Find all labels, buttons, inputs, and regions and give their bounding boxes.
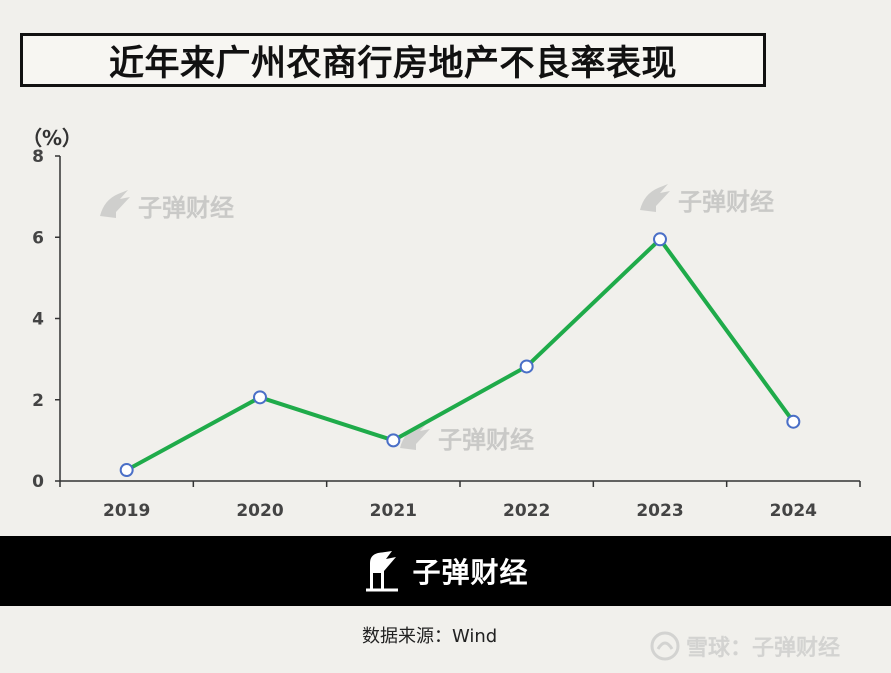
x-tick-label: 2023: [636, 501, 683, 521]
x-tick-label: 2022: [503, 501, 550, 521]
footer-brand-name: 子弹财经: [412, 556, 529, 589]
watermark-text: 子弹财经: [438, 426, 534, 454]
data-point: [519, 359, 534, 374]
watermark-text: 子弹财经: [678, 188, 774, 216]
bullet-logo-icon: [366, 551, 399, 592]
xueqiu-watermark-text: 雪球：子弹财经: [686, 636, 841, 661]
data-source-note: 数据来源：Wind: [362, 626, 498, 647]
y-tick-label: 4: [32, 310, 44, 330]
y-tick-label: 6: [32, 228, 44, 248]
watermark-logo-icon: [640, 184, 670, 212]
data-point: [653, 232, 667, 247]
chart-title: 近年来广州农商行房地产不良率表现: [108, 43, 677, 84]
data-point: [119, 463, 134, 478]
x-tick-label: 2021: [370, 501, 417, 521]
y-tick-label: 0: [32, 472, 44, 492]
y-tick-label: 8: [32, 147, 44, 167]
y-tick-label: 2: [32, 391, 44, 411]
watermark-2: 子弹财经: [640, 184, 774, 216]
watermark-text: 子弹财经: [138, 194, 234, 222]
footer-band: 子弹财经: [0, 536, 891, 606]
xueqiu-logo-icon: [650, 631, 680, 661]
watermark-logo-icon: [400, 422, 430, 450]
x-tick-label: 2019: [103, 501, 150, 521]
series-line: [125, 237, 795, 472]
chart-axes: 0 2 4 6 8 2019 2020 2021 2022 2023 2024: [32, 147, 861, 521]
chart-title-box: 近年来广州农商行房地产不良率表现: [20, 33, 766, 87]
x-tick-label: 2020: [236, 501, 283, 521]
x-tick-label: 2024: [770, 501, 817, 521]
watermark-logo-icon: [100, 190, 130, 218]
y-axis-unit-label: （%）: [22, 126, 83, 150]
watermark-1: 子弹财经: [100, 190, 234, 222]
data-point: [386, 433, 401, 448]
data-point: [786, 414, 801, 429]
data-point: [253, 390, 267, 405]
plot-area: [119, 232, 801, 478]
xueqiu-watermark: 雪球：子弹财经: [650, 630, 840, 662]
watermark-3: 子弹财经: [400, 422, 534, 454]
